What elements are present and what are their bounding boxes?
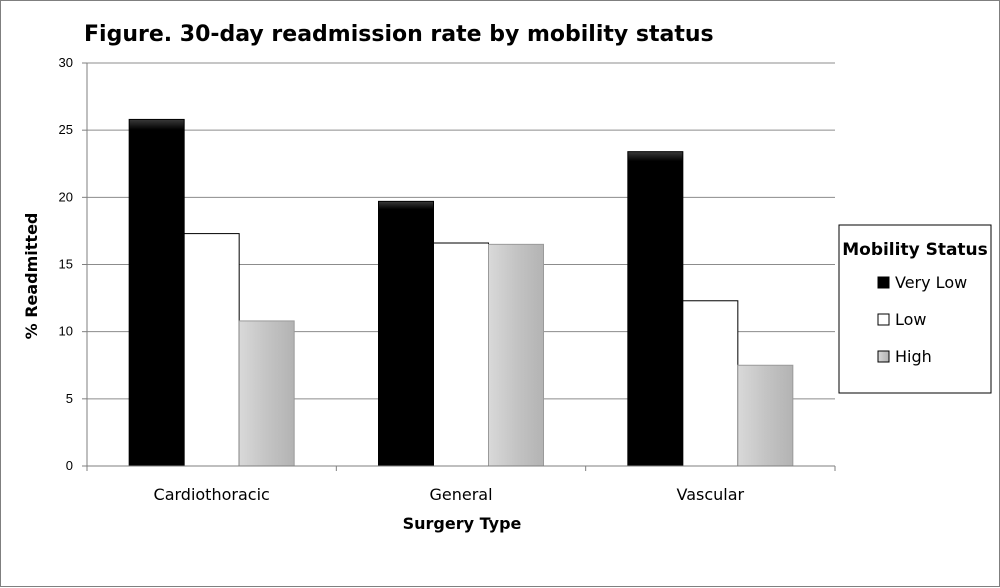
bar-high-cardiothoracic <box>238 320 295 467</box>
legend-label-low: Low <box>895 310 927 329</box>
x-category-label: Vascular <box>677 485 745 504</box>
legend-label-very-low: Very Low <box>895 273 967 292</box>
y-tick-label: 0 <box>66 458 73 473</box>
y-tick-label: 30 <box>59 55 73 70</box>
bar-low-cardiothoracic <box>183 233 240 467</box>
bar-low-general <box>433 242 489 467</box>
x-axis-label: Surgery Type <box>403 514 522 533</box>
y-axis-ticks: 0 5 10 15 20 25 30 <box>59 55 87 473</box>
y-tick-label: 10 <box>59 324 73 339</box>
bars <box>86 118 836 471</box>
x-category-label: General <box>429 485 492 504</box>
y-tick-label: 25 <box>59 122 73 137</box>
x-category-label: Cardiothoracic <box>154 485 270 504</box>
bar-high-general <box>488 243 544 467</box>
bar-very-low-cardiothoracic <box>128 118 185 467</box>
y-tick-label: 15 <box>59 257 73 272</box>
bar-low-vascular <box>682 300 739 467</box>
legend: Mobility Status Very Low Low High <box>838 224 992 394</box>
bar-very-low-general <box>378 200 434 467</box>
x-axis-categories: Cardiothoracic General Vascular <box>154 485 745 504</box>
y-tick-label: 5 <box>66 391 73 406</box>
legend-swatch-high <box>877 350 890 363</box>
y-axis-label: % Readmitted <box>22 213 41 340</box>
legend-title: Mobility Status <box>842 240 988 260</box>
legend-box <box>838 224 992 394</box>
legend-label-high: High <box>895 347 932 366</box>
bar-high-vascular <box>737 364 794 467</box>
legend-swatch-very-low <box>877 276 890 289</box>
chart-title: Figure. 30-day readmission rate by mobil… <box>84 22 714 47</box>
bar-very-low-vascular <box>627 151 684 467</box>
legend-swatch-low <box>877 313 890 326</box>
y-tick-label: 20 <box>59 189 73 204</box>
